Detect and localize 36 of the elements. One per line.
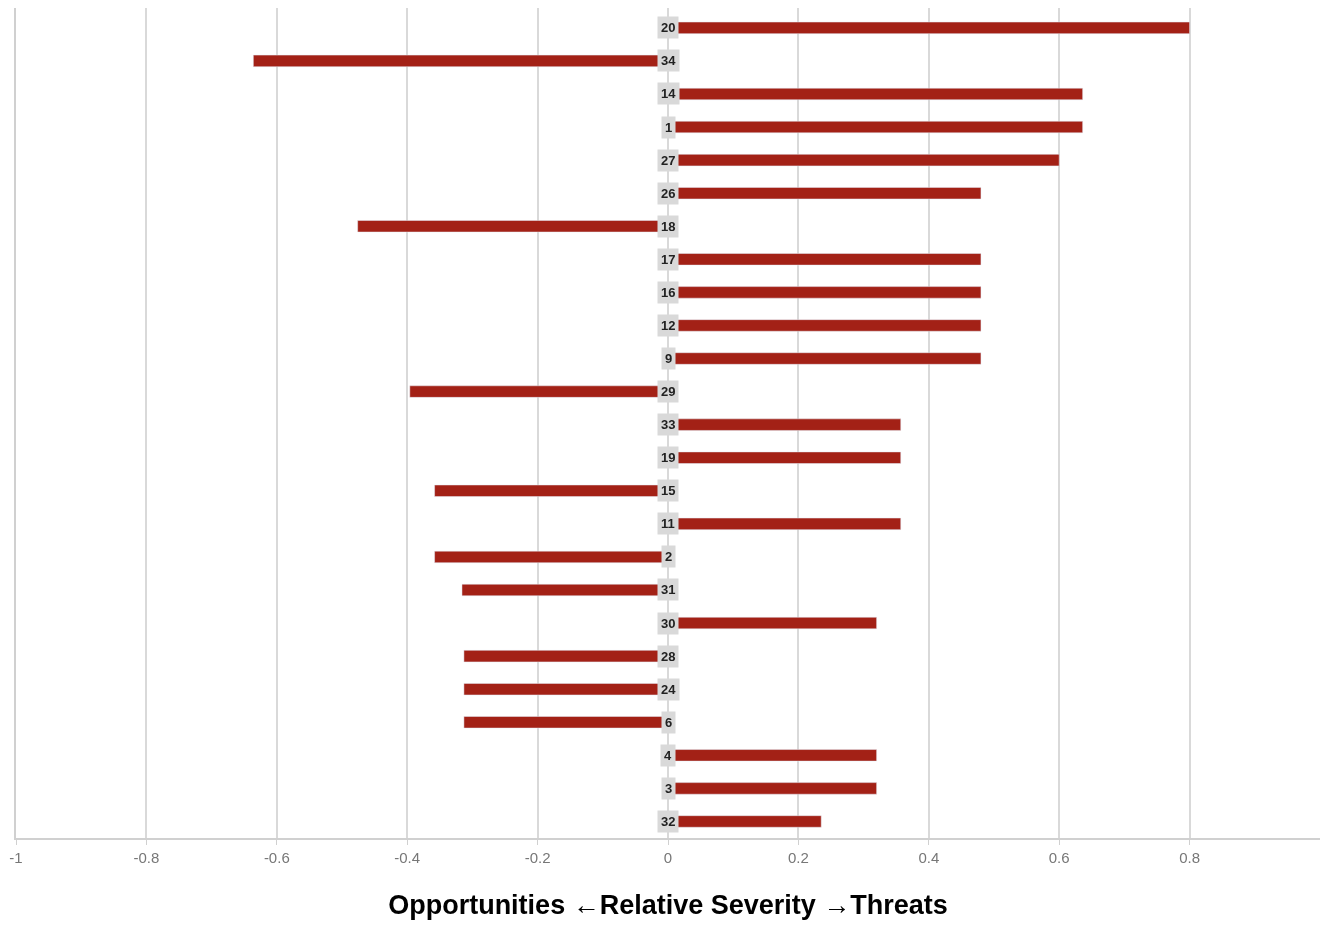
x-tick-label: -0.4 bbox=[394, 849, 421, 866]
y-tick-label: 18 bbox=[661, 219, 676, 234]
y-tick-label: 11 bbox=[661, 516, 675, 531]
x-tick-label: -0.2 bbox=[524, 849, 551, 866]
y-tick-label: 20 bbox=[661, 20, 676, 35]
x-tick-label: 0.6 bbox=[1048, 849, 1070, 866]
y-tick-label: 29 bbox=[661, 384, 676, 399]
y-tick-label: 14 bbox=[661, 86, 677, 101]
y-tick-label: 32 bbox=[661, 814, 676, 829]
x-tick-label: 0.2 bbox=[787, 849, 809, 866]
y-tick-label: 31 bbox=[661, 582, 676, 597]
y-tick-label: 26 bbox=[661, 186, 676, 201]
y-tick-label: 9 bbox=[665, 351, 673, 366]
y-tick-label: 16 bbox=[661, 285, 676, 300]
y-tick-label: 4 bbox=[664, 748, 672, 763]
y-tick-label: 15 bbox=[661, 483, 676, 498]
x-axis-title: Opportunities ←Relative Severity →Threats bbox=[388, 889, 948, 920]
y-tick-label: 2 bbox=[665, 549, 673, 564]
y-tick-label: 24 bbox=[661, 682, 677, 697]
x-tick-label: 0.4 bbox=[918, 849, 940, 866]
x-tick-label: -0.6 bbox=[263, 849, 290, 866]
x-tick-label: 0.8 bbox=[1179, 849, 1201, 866]
y-tick-label: 1 bbox=[665, 120, 673, 135]
y-tick-label: 28 bbox=[661, 649, 676, 664]
y-tick-label: 12 bbox=[661, 318, 676, 333]
x-tick-label: 0 bbox=[663, 849, 673, 866]
x-tick-label: -0.8 bbox=[133, 849, 160, 866]
y-tick-label: 19 bbox=[661, 450, 676, 465]
y-tick-label: 30 bbox=[661, 616, 676, 631]
x-tick-label: -1 bbox=[9, 849, 23, 866]
y-tick-label: 17 bbox=[661, 252, 676, 267]
y-tick-label: 27 bbox=[661, 153, 676, 168]
y-tick-label: 34 bbox=[661, 53, 677, 68]
y-tick-label: 33 bbox=[661, 417, 676, 432]
y-tick-label: 3 bbox=[665, 781, 673, 796]
y-tick-label: 6 bbox=[665, 715, 673, 730]
